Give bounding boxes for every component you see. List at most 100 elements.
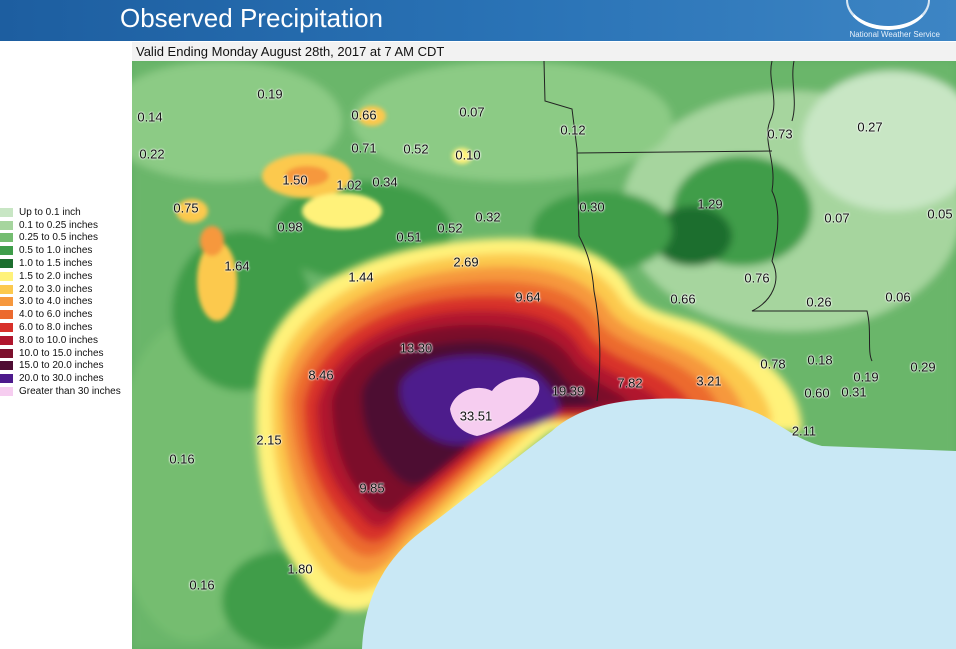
rainfall-total-label: 1.44 xyxy=(348,269,374,285)
legend-swatch xyxy=(0,207,13,217)
legend-label: 2.0 to 3.0 inches xyxy=(19,283,93,295)
rainfall-total-label: 8.46 xyxy=(308,367,334,383)
legend-item: 10.0 to 15.0 inches xyxy=(0,347,132,360)
rainfall-total-label: 19.39 xyxy=(551,383,585,399)
rainfall-total-label: 9.85 xyxy=(359,480,385,496)
legend-swatch xyxy=(0,335,13,345)
rainfall-total-label: 0.78 xyxy=(760,356,786,372)
rainfall-total-label: 2.11 xyxy=(791,423,817,439)
rainfall-total-label: 3.21 xyxy=(696,373,722,389)
rainfall-total-label: 9.64 xyxy=(515,289,541,305)
legend-label: 1.0 to 1.5 inches xyxy=(19,258,93,270)
valid-time-subtitle: Valid Ending Monday August 28th, 2017 at… xyxy=(132,42,956,61)
rainfall-total-label: 0.06 xyxy=(885,289,911,305)
agency-name: National Weather Service xyxy=(849,30,940,39)
rainfall-total-label: 0.12 xyxy=(560,122,586,138)
rainfall-total-label: 0.71 xyxy=(351,140,377,156)
legend-swatch xyxy=(0,310,13,320)
legend-item: 4.0 to 6.0 inches xyxy=(0,308,132,321)
rainfall-total-label: 0.07 xyxy=(459,104,485,120)
legend-label: 0.1 to 0.25 inches xyxy=(19,219,98,231)
rainfall-total-label: 0.32 xyxy=(475,209,501,225)
legend-label: 4.0 to 6.0 inches xyxy=(19,309,93,321)
rainfall-total-label: 33.51 xyxy=(459,408,493,424)
legend-swatch xyxy=(0,284,13,294)
rainfall-total-label: 0.76 xyxy=(744,270,770,286)
rainfall-total-label: 0.66 xyxy=(670,291,696,307)
rainfall-total-label: 1.64 xyxy=(224,258,250,274)
state-borders xyxy=(543,61,873,402)
rainfall-total-label: 0.16 xyxy=(169,451,195,467)
legend-swatch xyxy=(0,220,13,230)
rainfall-total-label: 0.51 xyxy=(396,229,422,245)
rainfall-total-label: 0.60 xyxy=(804,385,830,401)
rainfall-total-label: 1.02 xyxy=(336,177,362,193)
convective-cells xyxy=(176,106,472,321)
legend-label: 0.5 to 1.0 inches xyxy=(19,245,93,257)
legend-swatch xyxy=(0,297,13,307)
legend-item: 20.0 to 30.0 inches xyxy=(0,372,132,385)
rainfall-total-label: 0.34 xyxy=(372,174,398,190)
legend-item: 1.0 to 1.5 inches xyxy=(0,257,132,270)
legend-item: 2.0 to 3.0 inches xyxy=(0,283,132,296)
rainfall-total-label: 2.69 xyxy=(453,254,479,270)
rainfall-total-label: 7.82 xyxy=(617,375,643,391)
rainfall-total-label: 0.19 xyxy=(853,369,879,385)
rainfall-total-label: 0.07 xyxy=(824,210,850,226)
map-canvas xyxy=(132,61,956,649)
legend-label: 1.5 to 2.0 inches xyxy=(19,270,93,282)
legend-swatch xyxy=(0,323,13,333)
rainfall-total-label: 0.75 xyxy=(173,200,199,216)
rainfall-total-label: 0.19 xyxy=(257,86,283,102)
legend-label: 3.0 to 4.0 inches xyxy=(19,296,93,308)
legend-label: 15.0 to 20.0 inches xyxy=(19,360,104,372)
legend-label: 20.0 to 30.0 inches xyxy=(19,373,104,385)
legend-swatch xyxy=(0,387,13,397)
legend-swatch xyxy=(0,271,13,281)
rainfall-total-label: 2.15 xyxy=(256,432,282,448)
rainfall-total-label: 0.98 xyxy=(277,219,303,235)
map-title: Observed Precipitation xyxy=(120,3,384,33)
rainfall-total-label: 0.30 xyxy=(579,199,605,215)
legend-swatch xyxy=(0,361,13,371)
legend-item: 0.1 to 0.25 inches xyxy=(0,219,132,232)
legend-swatch xyxy=(0,374,13,384)
rainfall-total-label: 0.18 xyxy=(807,352,833,368)
legend-item: 6.0 to 8.0 inches xyxy=(0,321,132,334)
legend-label: Up to 0.1 inch xyxy=(19,206,81,218)
rainfall-total-label: 0.73 xyxy=(767,126,793,142)
legend-item: 15.0 to 20.0 inches xyxy=(0,360,132,373)
legend-label: 0.25 to 0.5 inches xyxy=(19,232,98,244)
header-banner: Observed Precipitation National Weather … xyxy=(0,0,956,41)
rainfall-total-label: 0.66 xyxy=(351,107,377,123)
legend-swatch xyxy=(0,348,13,358)
legend-item: Greater than 30 inches xyxy=(0,385,132,398)
legend-item: 3.0 to 4.0 inches xyxy=(0,296,132,309)
legend-label: 10.0 to 15.0 inches xyxy=(19,347,104,359)
legend-swatch xyxy=(0,246,13,256)
legend-label: Greater than 30 inches xyxy=(19,386,121,398)
rainfall-total-label: 0.26 xyxy=(806,294,832,310)
rainfall-total-label: 1.29 xyxy=(697,196,723,212)
legend-item: 0.25 to 0.5 inches xyxy=(0,232,132,245)
rainfall-total-label: 0.52 xyxy=(437,220,463,236)
legend-item: 1.5 to 2.0 inches xyxy=(0,270,132,283)
gulf-of-mexico xyxy=(362,398,956,649)
rainfall-total-label: 0.29 xyxy=(910,359,936,375)
legend-item: 0.5 to 1.0 inches xyxy=(0,244,132,257)
legend-label: 8.0 to 10.0 inches xyxy=(19,334,98,346)
legend-swatch xyxy=(0,233,13,243)
legend-item: 8.0 to 10.0 inches xyxy=(0,334,132,347)
rainfall-total-label: 0.05 xyxy=(927,206,953,222)
extreme-rain-area xyxy=(450,377,540,436)
rainfall-total-label: 0.10 xyxy=(455,147,481,163)
rainfall-total-label: 0.16 xyxy=(189,577,215,593)
rainfall-total-label: 0.27 xyxy=(857,119,883,135)
rainfall-total-label: 1.80 xyxy=(287,561,313,577)
rainfall-total-label: 0.52 xyxy=(403,141,429,157)
rainfall-total-label: 0.14 xyxy=(137,109,163,125)
precipitation-legend: Up to 0.1 inch 0.1 to 0.25 inches 0.25 to … xyxy=(0,206,132,398)
nws-logo-icon xyxy=(846,0,930,30)
legend-swatch xyxy=(0,259,13,269)
rainfall-total-label: 1.50 xyxy=(282,172,308,188)
